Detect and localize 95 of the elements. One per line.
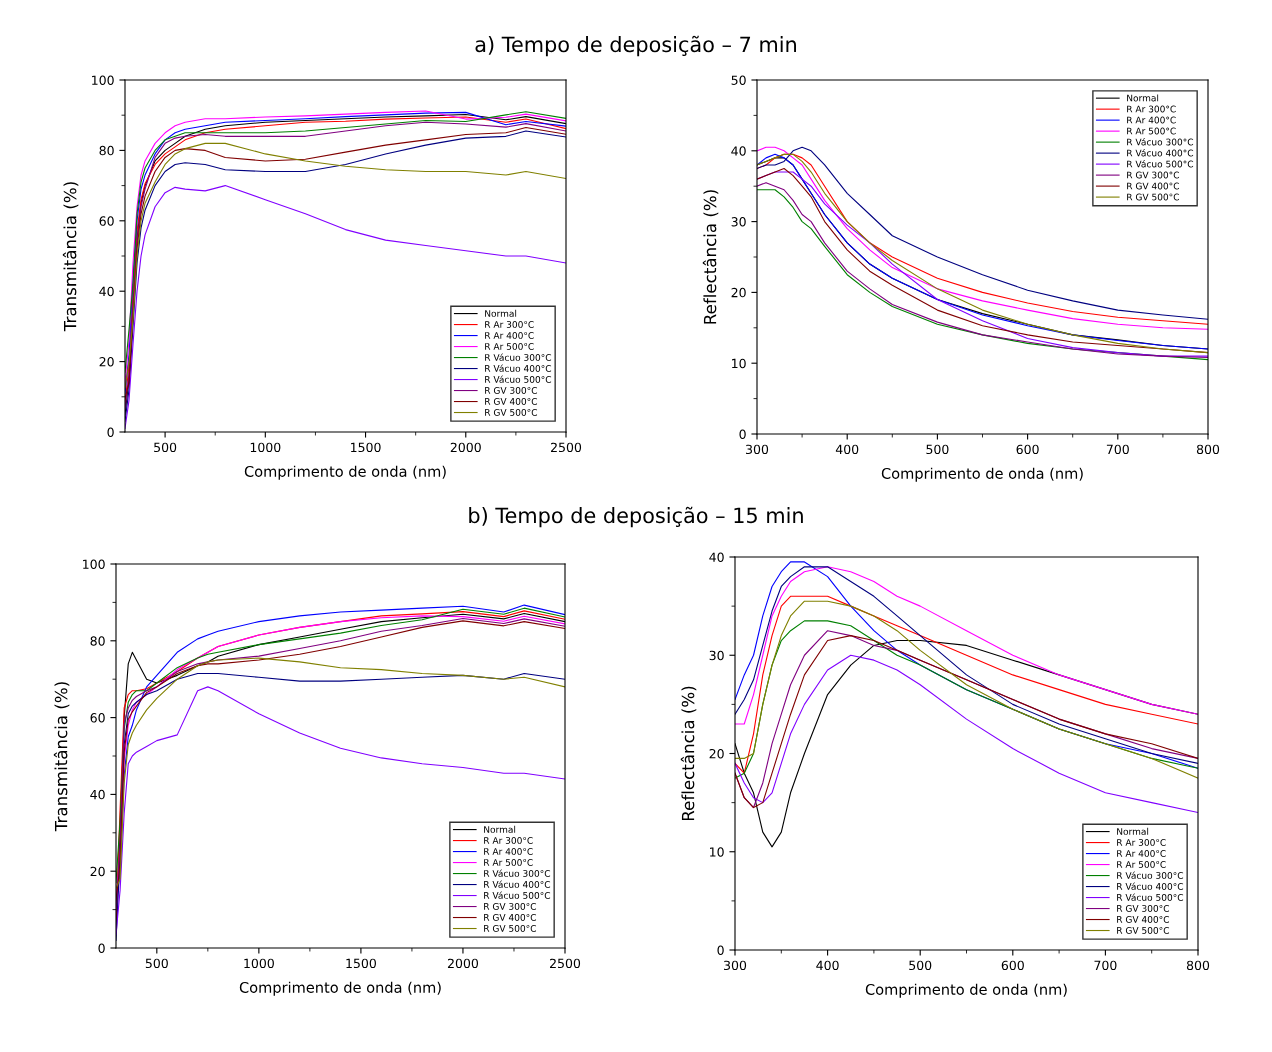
legend-label: R Vácuo 500°C	[1117, 893, 1184, 901]
x-tick-label: 1500	[346, 958, 376, 969]
y-tick-label: 80	[90, 636, 105, 646]
y-tick-label: 0	[107, 427, 114, 437]
y-axis-title: Transmitância (%)	[53, 682, 70, 832]
x-tick-label: 400	[816, 960, 839, 971]
legend-label: Normal	[484, 825, 516, 833]
x-tick-label: 1000	[250, 442, 281, 453]
legend-label: R Vácuo 500°C	[484, 891, 551, 899]
y-tick-label: 30	[709, 650, 724, 661]
legend-label: R GV 500°C	[1117, 926, 1170, 934]
legend-label: R GV 300°C	[1127, 171, 1180, 179]
legend-label: R Vácuo 400°C	[484, 880, 551, 888]
x-tick-label: 500	[909, 960, 932, 971]
x-axis-title: Comprimento de onda (nm)	[881, 467, 1083, 482]
legend-label: R Ar 500°C	[484, 859, 533, 866]
y-tick-label: 40	[90, 789, 105, 800]
legend-label: R GV 500°C	[484, 924, 537, 932]
x-tick-label: 800	[1186, 960, 1210, 971]
legend-label: R Vácuo 300°C	[484, 869, 551, 877]
y-tick-label: 60	[90, 713, 105, 723]
legend-label: R GV 400°C	[484, 913, 537, 921]
y-axis-title: Reflectância (%)	[702, 190, 719, 324]
legend-label: R Ar 500°C	[1127, 127, 1176, 135]
x-tick-label: 700	[1094, 960, 1117, 971]
y-tick-label: 40	[731, 146, 746, 156]
legend-label: R Vácuo 400°C	[1117, 882, 1184, 890]
x-axis-title: Comprimento de onda (nm)	[865, 983, 1067, 998]
y-tick-label: 60	[99, 216, 114, 226]
x-axis-title: Comprimento de onda (nm)	[239, 981, 441, 996]
legend-label: R Ar 300°C	[1127, 105, 1176, 113]
x-tick-label: 2000	[450, 442, 481, 453]
y-tick-label: 0	[717, 945, 724, 955]
y-tick-label: 100	[83, 559, 105, 569]
legend-label: R Ar 500°C	[485, 343, 534, 350]
x-tick-label: 1000	[244, 958, 274, 969]
legend-label: R Vácuo 400°C	[1127, 149, 1194, 157]
x-tick-label: 400	[835, 444, 859, 455]
legend-label: R GV 400°C	[1117, 915, 1170, 923]
x-tick-label: 700	[1106, 444, 1129, 455]
legend-label: R Vácuo 300°C	[1127, 138, 1194, 146]
y-tick-label: 20	[90, 866, 105, 877]
legend-label: Normal	[1127, 94, 1159, 102]
legend-label: R Vácuo 500°C	[485, 375, 552, 383]
y-tick-label: 0	[739, 429, 746, 439]
x-tick-label: 300	[746, 444, 769, 455]
legend-label: R Ar 300°C	[1117, 839, 1166, 846]
y-tick-label: 20	[99, 357, 114, 367]
legend-label: R GV 400°C	[485, 397, 538, 405]
y-tick-label: 80	[99, 145, 114, 156]
y-tick-label: 40	[99, 286, 114, 297]
legend-label: R Ar 400°C	[484, 848, 533, 855]
legend-label: R Ar 400°C	[485, 332, 534, 339]
x-tick-label: 500	[145, 958, 168, 969]
x-axis-title: Comprimento de onda (nm)	[244, 465, 446, 480]
x-tick-label: 300	[724, 960, 747, 971]
y-tick-label: 50	[731, 75, 746, 85]
legend-label: R Ar 500°C	[1117, 861, 1166, 868]
y-tick-label: 20	[709, 748, 724, 759]
text: a) Tempo de deposição – 7 min	[475, 35, 796, 57]
legend-label: R GV 300°C	[485, 386, 538, 394]
x-tick-label: 800	[1196, 444, 1220, 455]
legend-label: R Ar 400°C	[1127, 116, 1176, 124]
y-tick-label: 20	[731, 287, 746, 298]
legend-label: R Vácuo 500°C	[1127, 160, 1194, 168]
y-tick-label: 100	[92, 75, 114, 85]
legend-label: R Vácuo 300°C	[1117, 871, 1184, 879]
legend-label: R Ar 400°C	[1117, 850, 1166, 857]
y-axis-title: Transmitância (%)	[62, 182, 79, 332]
text: b) Tempo de deposição – 15 min	[469, 506, 803, 528]
x-tick-label: 500	[926, 444, 949, 455]
y-tick-label: 0	[98, 943, 105, 953]
legend-label: Normal	[485, 309, 517, 317]
x-tick-label: 600	[1001, 960, 1024, 971]
legend-label: R GV 400°C	[1127, 182, 1180, 190]
legend-label: R Vácuo 300°C	[485, 353, 552, 361]
y-axis-title: Reflectância (%)	[680, 686, 697, 821]
legend-label: R Vácuo 400°C	[485, 364, 552, 372]
legend-label: R GV 500°C	[1127, 193, 1180, 201]
legend-label: R Ar 300°C	[485, 321, 534, 328]
y-tick-label: 30	[731, 217, 746, 227]
legend-label: R GV 500°C	[485, 408, 538, 416]
x-tick-label: 1500	[351, 442, 381, 453]
y-tick-label: 10	[710, 847, 724, 857]
legend-label: R GV 300°C	[1117, 904, 1170, 912]
x-tick-label: 2500	[550, 958, 581, 969]
x-tick-label: 600	[1016, 444, 1039, 455]
legend-label: R Ar 300°C	[484, 837, 533, 844]
x-tick-label: 2500	[551, 442, 582, 453]
legend-label: Normal	[1117, 827, 1149, 835]
y-tick-label: 10	[732, 358, 746, 369]
x-tick-label: 500	[154, 442, 177, 453]
y-tick-label: 40	[709, 552, 724, 562]
legend-label: R GV 300°C	[484, 902, 537, 910]
x-tick-label: 2000	[447, 958, 479, 969]
